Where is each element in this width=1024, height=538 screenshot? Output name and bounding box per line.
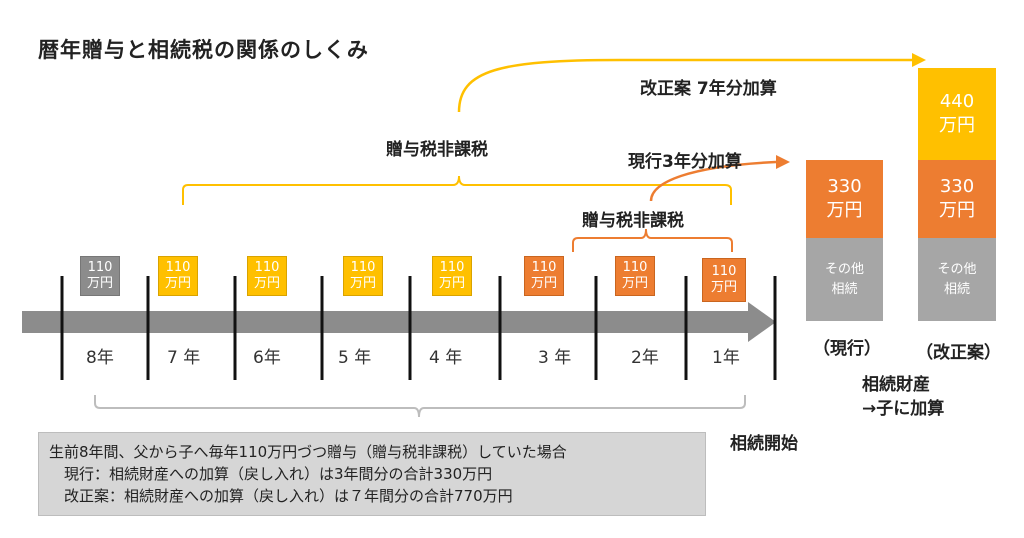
year-label-1: 1年 (712, 348, 740, 368)
reform-extra-box: 440 万円 (918, 68, 996, 160)
page-title: 暦年贈与と相続税の関係のしくみ (38, 38, 369, 62)
reform-added-box: 330 万円 (918, 160, 996, 238)
timeline-ticks (60, 276, 777, 380)
year-label-3: 3 年 (538, 348, 572, 368)
inheritance-start-label: 相続開始 (730, 434, 798, 454)
explanation-line-3: 改正案：相続財産への加算（戻し入れ）は７年間分の合計770万円 (49, 487, 513, 505)
brace-7-years (182, 175, 732, 205)
gift-box-year-7: 110 万円 (158, 256, 198, 296)
year-label-4: 4 年 (429, 348, 463, 368)
year-label-8: 8年 (86, 348, 114, 368)
arrow-current (649, 160, 777, 202)
brace-8-years (94, 395, 746, 418)
explanation-line-2: 現行：相続財産への加算（戻し入れ）は3年間分の合計330万円 (49, 465, 493, 483)
reform-caption: （改正案） (916, 343, 1001, 363)
reform-other-box: その他 相続 (918, 238, 996, 321)
current-other-box: その他 相続 (806, 238, 883, 321)
label-current-add: 現行3年分加算 (628, 152, 742, 172)
year-label-7: 7 年 (167, 348, 201, 368)
gift-box-year-6: 110 万円 (247, 256, 287, 296)
gift-box-year-2: 110 万円 (615, 256, 655, 296)
year-label-6: 6年 (253, 348, 281, 368)
gift-box-year-3: 110 万円 (524, 256, 564, 296)
current-added-box: 330 万円 (806, 160, 883, 238)
gift-box-year-5: 110 万円 (343, 256, 383, 296)
arrow-reform (457, 58, 912, 113)
label-reform-add: 改正案 7年分加算 (640, 79, 777, 99)
explanation-line-1: 生前8年間、父から子へ毎年110万円づつ贈与（贈与税非課税）していた場合 (49, 443, 567, 461)
brace-3-years (572, 228, 733, 252)
explanation-box: 生前8年間、父から子へ毎年110万円づつ贈与（贈与税非課税）していた場合 現行：… (38, 432, 706, 516)
year-label-5: 5 年 (338, 348, 372, 368)
gift-box-year-1: 110 万円 (702, 258, 746, 302)
timeline-arrow (22, 302, 776, 342)
gift-box-year-8: 110 万円 (80, 256, 120, 296)
year-label-2: 2年 (631, 348, 659, 368)
current-caption: （現行） (813, 339, 881, 359)
gift-box-year-4: 110 万円 (432, 256, 472, 296)
label-nontax-lower: 贈与税非課税 (582, 211, 684, 231)
label-nontax-upper: 贈与税非課税 (386, 140, 488, 160)
inheritance-note: 相続財産 →子に加算 (862, 375, 945, 419)
